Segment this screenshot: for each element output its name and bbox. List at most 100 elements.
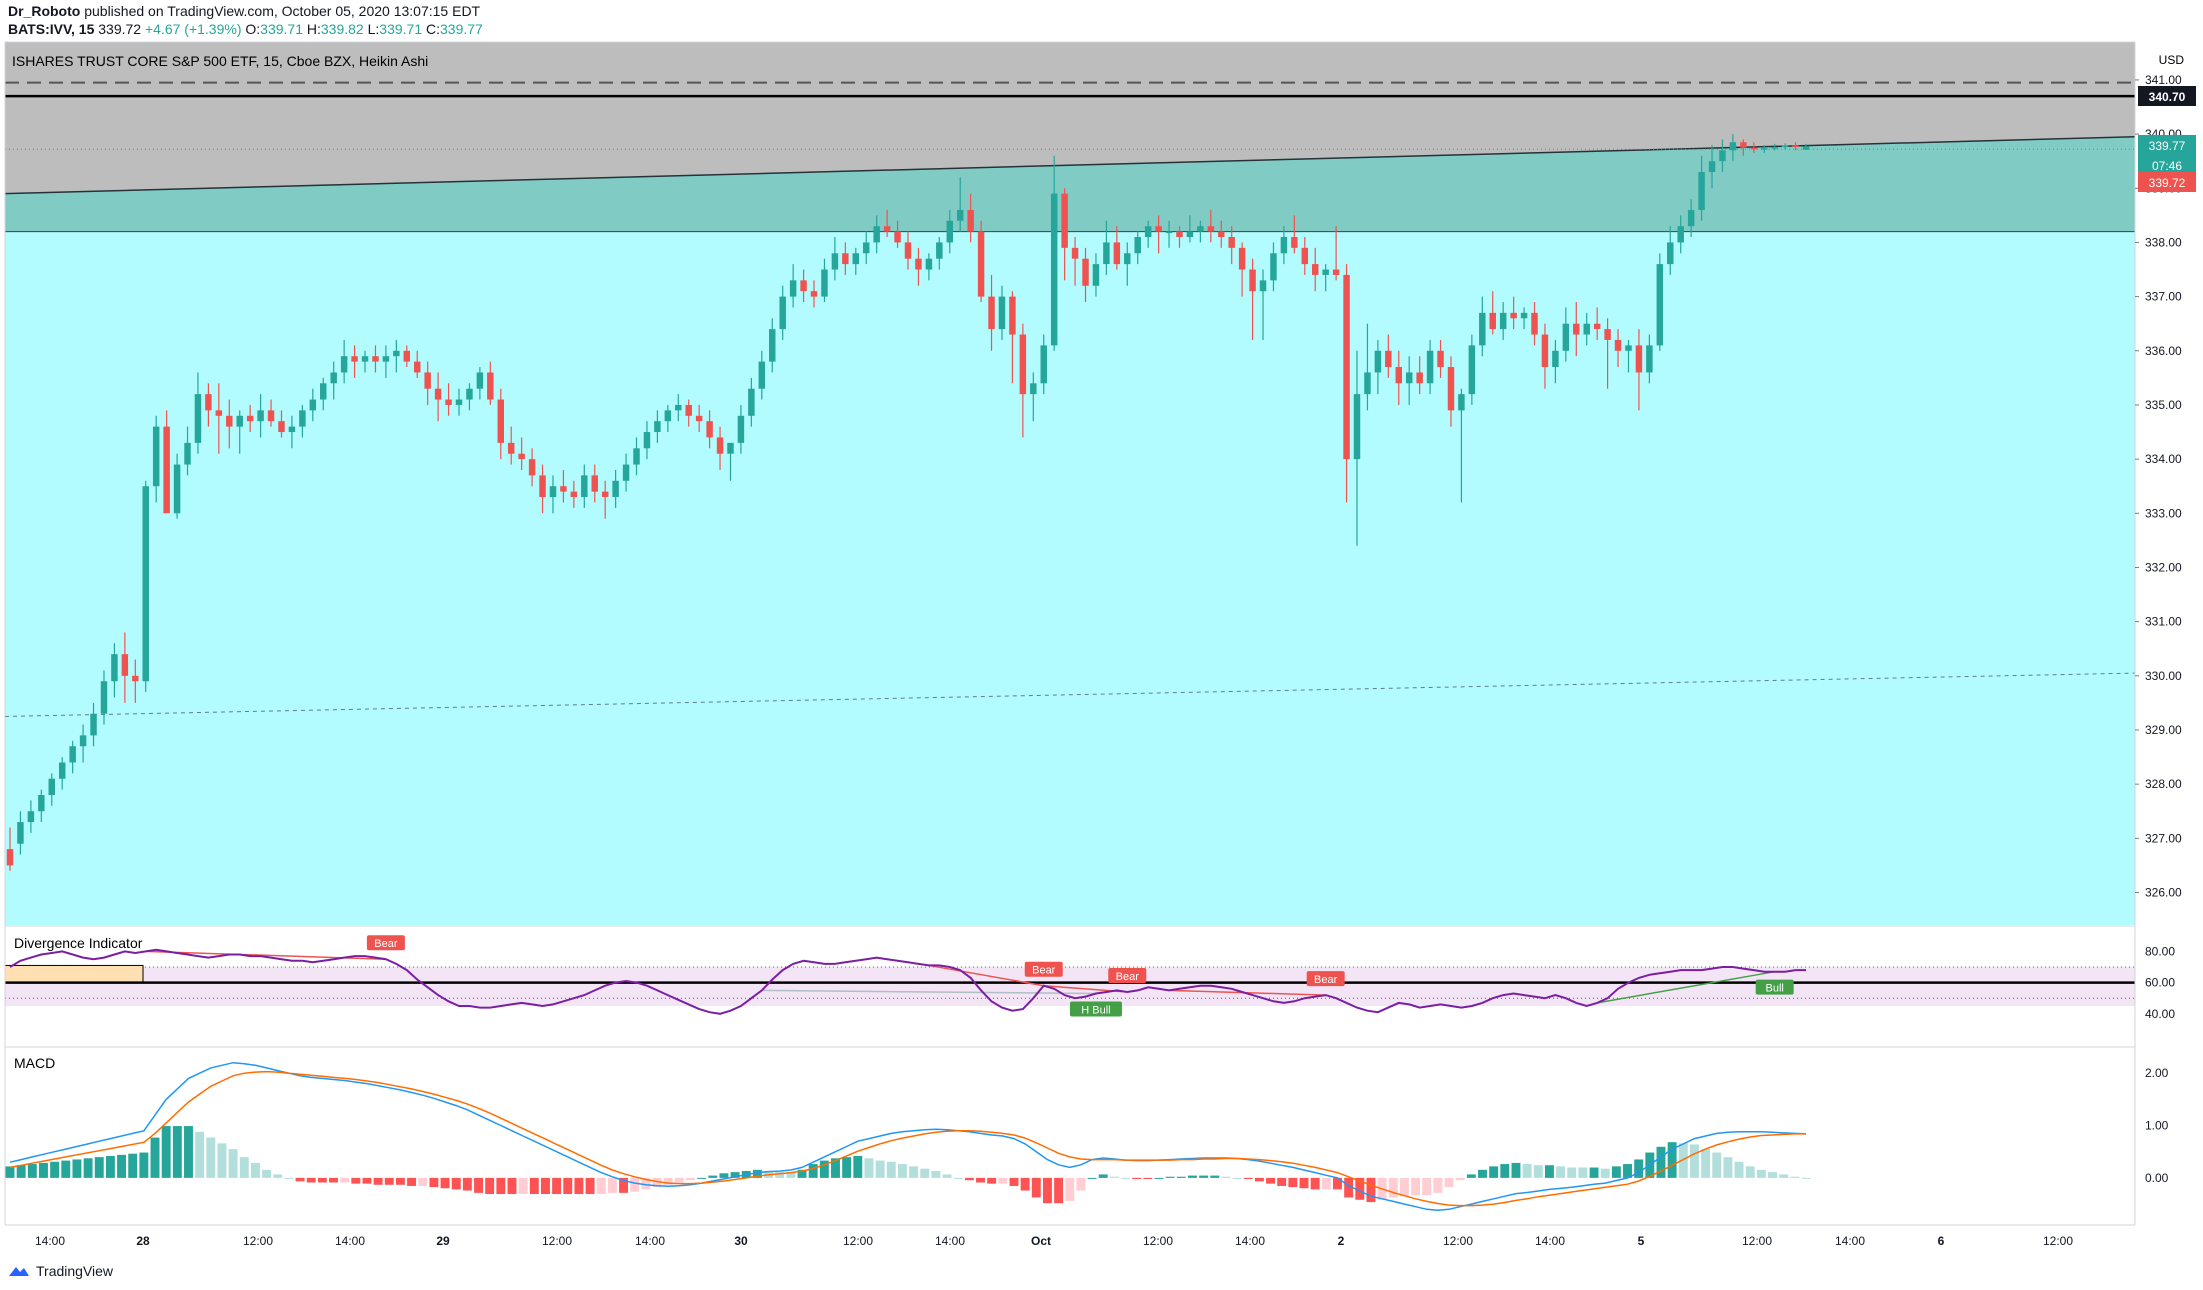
candle [748,377,755,427]
macd-histogram-bar [552,1177,562,1195]
macd-histogram-bar [1143,1177,1153,1180]
macd-pane[interactable]: MACD [5,1055,1811,1212]
macd-histogram-bar [697,1177,707,1179]
candle-body [581,475,588,498]
candle [1343,264,1350,503]
divergence-tick-label: 80.00 [2145,944,2175,958]
macd-histogram-bar [1790,1176,1800,1178]
candle [1698,155,1705,221]
macd-histogram-bar [1544,1165,1554,1178]
candle [1218,220,1225,248]
candle [1301,237,1309,275]
candle-body [1155,226,1162,232]
macd-histogram-bar [429,1177,439,1188]
time-tick-label: 5 [1638,1234,1645,1248]
footer[interactable]: TradingView [8,1263,113,1279]
candle [288,415,296,449]
divergence-pane[interactable]: Bear Bear Bear Bear H Bull Bull Divergence In… [4,935,2135,1017]
candle-body [1562,323,1570,351]
candle-body [1040,345,1047,384]
price-pane[interactable]: ISHARES TRUST CORE S&P 500 ETF, 15, Cboe… [4,42,2136,925]
macd-histogram-bar [1422,1177,1432,1196]
candle-body [487,372,494,400]
macd-histogram-bar [1232,1177,1242,1179]
candle-body [591,475,598,492]
macd-histogram-bar [920,1168,930,1178]
candle [1583,312,1590,346]
candle [591,464,598,503]
candle-body [654,421,661,433]
macd-histogram-bar [317,1177,327,1183]
candle [351,345,358,378]
candle [601,480,609,519]
candle-body [1729,142,1737,151]
candle-body [455,399,463,405]
candle-body [675,404,682,411]
candle-body [800,280,807,292]
candle [998,285,1006,340]
candle-body [1541,334,1549,368]
open-label: O: [245,21,261,37]
macd-histogram-bar [686,1177,695,1181]
candle [518,437,525,470]
macd-histogram-bar [407,1177,417,1186]
candle [205,383,212,427]
price-axes[interactable]: USD 341.00340.00339.00338.00337.00336.00… [2135,53,2184,1185]
macd-histogram-bar [206,1137,216,1178]
price-tags: 340.70 339.77 07:46 339.72 [2138,86,2196,192]
candle [382,345,390,378]
price-tick-label: 336.00 [2145,344,2182,358]
candle-body [1416,372,1423,384]
time-axis[interactable]: 14:00 28 12:00 14:00 29 12:00 14:00 30 12:00 14:0… [35,1234,2073,1248]
candle [1144,220,1152,248]
macd-histogram-bar [1132,1177,1142,1180]
candle-body [1552,350,1559,368]
candle [1426,339,1434,395]
time-tick-label: 12:00 [243,1234,273,1248]
macd-histogram-bar [485,1177,495,1195]
candle [372,345,379,373]
candle [1249,258,1256,340]
candle [69,740,76,774]
candle-body [1228,237,1235,248]
macd-histogram-bar [284,1177,294,1179]
candle-body [1009,296,1016,335]
candle [1625,339,1632,373]
candle-body [434,388,442,400]
price-tick-label: 329.00 [2145,723,2182,737]
candle [1520,307,1528,330]
candle [79,724,87,763]
candle [361,350,369,373]
candle [1667,226,1674,275]
price-tick-label: 337.00 [2145,290,2182,304]
macd-histogram-bar [786,1172,796,1178]
symbol-line: BATS:IVV, 15 339.72 +4.67 (+1.39%) O:339… [8,21,483,37]
candle [1437,339,1444,378]
macd-histogram-bar [1355,1177,1365,1200]
candle-body [1343,274,1350,460]
time-tick-label: 2 [1338,1234,1345,1248]
candle [487,361,494,405]
macd-histogram-bar [775,1172,785,1178]
candle-body [1489,312,1496,330]
candle-body [737,415,745,443]
macd-histogram-bar [16,1165,26,1178]
candle-body [382,356,390,362]
macd-histogram-bar [228,1149,238,1178]
candle [716,426,724,470]
candle-body [1395,367,1403,384]
candle-body [1134,237,1141,254]
candle-body [549,486,557,498]
author-name[interactable]: Dr_Roboto [8,3,81,19]
candle-body [706,421,713,438]
macd-histogram-bar [128,1153,138,1178]
candle-body [1071,247,1079,259]
candle [1479,296,1486,357]
macd-histogram-bar [1031,1177,1041,1198]
macd-line [9,1061,1807,1212]
macd-histogram-bar [139,1152,149,1178]
chart-canvas[interactable]: ISHARES TRUST CORE S&P 500 ETF, 15, Cboe… [0,0,2203,1258]
candle-body [69,746,76,763]
time-tick-label: 12:00 [843,1234,873,1248]
price-tick-label: 338.00 [2145,235,2182,249]
